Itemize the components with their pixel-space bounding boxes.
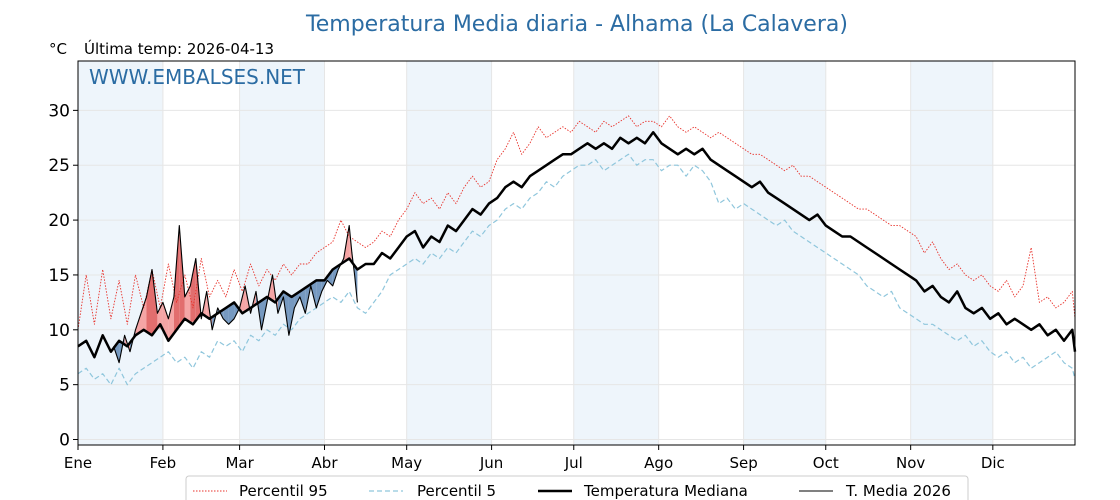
anomaly-fill-above bbox=[190, 258, 196, 323]
x-tick-label: Feb bbox=[150, 454, 177, 472]
anomaly-fill-below bbox=[228, 302, 235, 325]
month-band-sep bbox=[743, 61, 826, 445]
anomaly-fill-above bbox=[146, 269, 152, 336]
x-tick-label: Ene bbox=[64, 454, 92, 472]
anomaly-fill-below bbox=[288, 295, 295, 336]
month-band-may bbox=[406, 61, 492, 445]
legend: Percentil 95 Percentil 5 Temperatura Med… bbox=[185, 475, 969, 500]
month-band-nov bbox=[910, 61, 993, 445]
anomaly-fill-below bbox=[316, 280, 322, 308]
series-lines bbox=[77, 115, 1077, 386]
month-band-jul bbox=[573, 61, 659, 445]
grid-lines bbox=[77, 61, 1075, 445]
y-tick-label: 30 bbox=[48, 101, 70, 121]
legend-label-p5: Percentil 5 bbox=[417, 482, 496, 500]
y-tick-label: 25 bbox=[48, 156, 70, 176]
y-tick-label: 0 bbox=[59, 431, 70, 451]
month-band-ene bbox=[78, 61, 163, 445]
y-tick-label: 5 bbox=[59, 376, 70, 396]
x-tick-label: Ago bbox=[644, 454, 673, 472]
anomaly-fill-above bbox=[179, 225, 185, 327]
anomaly-fill-above bbox=[152, 269, 158, 336]
x-tick-label: Nov bbox=[896, 454, 925, 472]
x-tick-label: Sep bbox=[729, 454, 757, 472]
legend-label-current: T. Media 2026 bbox=[845, 482, 951, 500]
anomaly-fill-below bbox=[299, 287, 306, 314]
x-axis-ticks: Ene Feb Mar Abr May Jun Jul Ago Sep Oct Nov Dic bbox=[64, 445, 1005, 472]
anomaly-fill-below bbox=[327, 269, 333, 286]
median-line bbox=[77, 131, 1077, 359]
x-tick-label: Dic bbox=[981, 454, 1005, 472]
y-tick-label: 15 bbox=[48, 266, 70, 286]
plot-frame bbox=[77, 60, 1076, 446]
anomaly-fill-above bbox=[173, 225, 180, 334]
unit-label: °C bbox=[49, 40, 67, 58]
chart-title: Temperatura Media diaria - Alhama (La Ca… bbox=[305, 12, 848, 37]
x-tick-label: Mar bbox=[225, 454, 254, 472]
anomaly-fill-above bbox=[157, 302, 163, 330]
percentil-95-line bbox=[77, 115, 1076, 330]
x-tick-label: Jun bbox=[479, 454, 503, 472]
anomaly-fill-above bbox=[272, 274, 278, 314]
last-temp-label: Última temp: 2026-04-13 bbox=[84, 39, 274, 58]
x-tick-label: May bbox=[391, 454, 422, 472]
legend-label-median: Temperatura Mediana bbox=[583, 482, 748, 500]
x-tick-label: Abr bbox=[312, 454, 339, 472]
x-tick-label: Jul bbox=[564, 454, 583, 472]
anomaly-fill-above bbox=[141, 296, 147, 332]
anomaly-fill-below bbox=[234, 302, 240, 319]
y-tick-label: 10 bbox=[48, 321, 70, 341]
month-band-mar bbox=[239, 61, 325, 445]
y-tick-label: 20 bbox=[48, 211, 70, 231]
x-tick-label: Oct bbox=[813, 454, 839, 472]
percentil-5-line bbox=[77, 153, 1076, 386]
anomaly-fill-above bbox=[168, 296, 174, 341]
month-bands bbox=[78, 61, 993, 445]
watermark: WWW.EMBALSES.NET bbox=[89, 65, 306, 89]
current-year-line bbox=[113, 225, 358, 364]
y-axis-ticks: 0 5 10 15 20 25 30 bbox=[48, 101, 78, 451]
legend-frame bbox=[185, 475, 969, 500]
legend-label-p95: Percentil 95 bbox=[239, 482, 328, 500]
